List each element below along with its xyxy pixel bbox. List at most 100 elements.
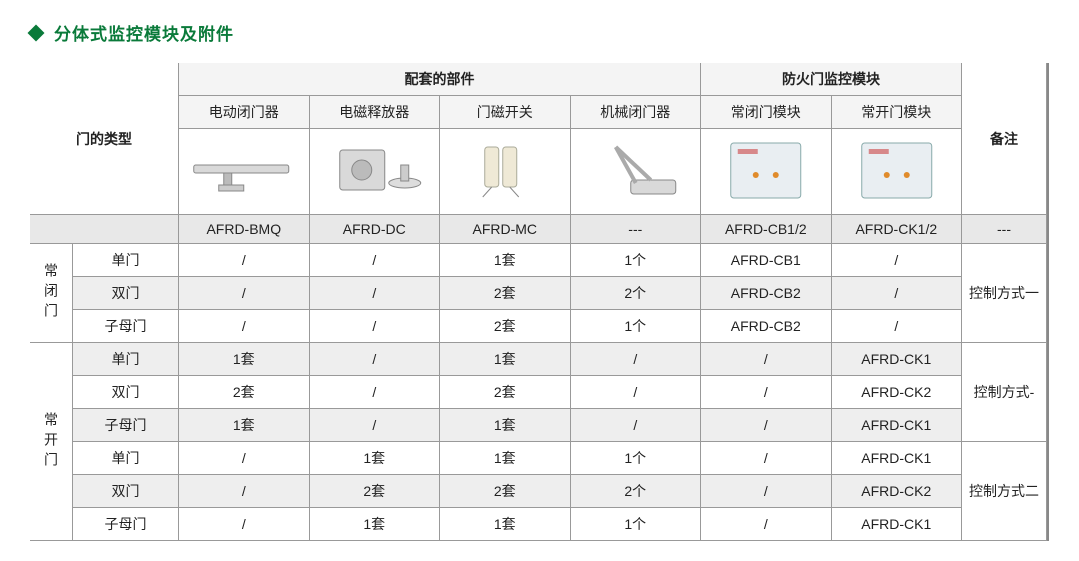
model-m4: ---	[570, 215, 701, 244]
cell: 单门	[72, 442, 178, 475]
cell: /	[179, 244, 310, 277]
table-row: 常开门 单门 1套 / 1套 / / AFRD-CK1 控制方式-	[30, 343, 1047, 376]
col-c3: 门磁开关	[440, 96, 571, 129]
cell: AFRD-CK2	[831, 475, 962, 508]
cell: 子母门	[72, 310, 178, 343]
cell: /	[831, 244, 962, 277]
cell: AFRD-CK1	[831, 343, 962, 376]
cell: 单门	[72, 244, 178, 277]
cell: 子母门	[72, 508, 178, 541]
cell: /	[570, 343, 701, 376]
model-m7: ---	[962, 215, 1047, 244]
cell: /	[179, 475, 310, 508]
cell: 1套	[440, 442, 571, 475]
cell: 1个	[570, 244, 701, 277]
cell: /	[309, 310, 440, 343]
cell: /	[831, 277, 962, 310]
table-row: 子母门 / / 2套 1个 AFRD-CB2 /	[30, 310, 1047, 343]
model-blank	[30, 215, 179, 244]
cell: 1套	[440, 409, 571, 442]
cell: 子母门	[72, 409, 178, 442]
remark-3: 控制方式二	[962, 442, 1047, 541]
group-modules-header: 防火门监控模块	[701, 63, 962, 96]
cell: AFRD-CK1	[831, 442, 962, 475]
cell: 双门	[72, 475, 178, 508]
cell: /	[701, 508, 832, 541]
cell: 2个	[570, 475, 701, 508]
cell: AFRD-CK2	[831, 376, 962, 409]
group-parts-header: 配套的部件	[179, 63, 701, 96]
cell: /	[309, 376, 440, 409]
group-closed: 常闭门	[30, 244, 72, 343]
cell: /	[309, 343, 440, 376]
cell: 单门	[72, 343, 178, 376]
col-c4: 机械闭门器	[570, 96, 701, 129]
cell: 双门	[72, 376, 178, 409]
model-m5: AFRD-CB1/2	[701, 215, 832, 244]
cell: /	[179, 442, 310, 475]
cell: 2套	[440, 277, 571, 310]
remark-header: 备注	[962, 63, 1047, 215]
cell: /	[701, 475, 832, 508]
cell: /	[179, 310, 310, 343]
cell: AFRD-CK1	[831, 508, 962, 541]
img-electric-closer	[179, 129, 310, 215]
cell: 1个	[570, 442, 701, 475]
cell: /	[831, 310, 962, 343]
cell: /	[701, 376, 832, 409]
col-c2: 电磁释放器	[309, 96, 440, 129]
door-type-header: 门的类型	[30, 63, 179, 215]
img-ck-module	[831, 129, 962, 215]
cell: 2套	[440, 475, 571, 508]
model-m6: AFRD-CK1/2	[831, 215, 962, 244]
remark-2: 控制方式-	[962, 343, 1047, 442]
cell: /	[309, 409, 440, 442]
section-title: 分体式监控模块及附件	[30, 20, 1049, 45]
col-c1: 电动闭门器	[179, 96, 310, 129]
cell: 1个	[570, 508, 701, 541]
cell: AFRD-CB2	[701, 310, 832, 343]
table-row: 子母门 1套 / 1套 / / AFRD-CK1	[30, 409, 1047, 442]
img-mechanical-closer	[570, 129, 701, 215]
cell: AFRD-CB2	[701, 277, 832, 310]
table-row: 常闭门 单门 / / 1套 1个 AFRD-CB1 / 控制方式一	[30, 244, 1047, 277]
cell: 1套	[179, 343, 310, 376]
cell: /	[701, 442, 832, 475]
cell: 1套	[440, 343, 571, 376]
cell: 1套	[440, 508, 571, 541]
cell: /	[701, 409, 832, 442]
cell: 双门	[72, 277, 178, 310]
cell: 1套	[179, 409, 310, 442]
cell: /	[570, 376, 701, 409]
spec-table: 门的类型 配套的部件 防火门监控模块 备注 电动闭门器 电磁释放器 门磁开关 机…	[30, 63, 1047, 541]
cell: /	[570, 409, 701, 442]
img-magnetic-switch	[440, 129, 571, 215]
model-m2: AFRD-DC	[309, 215, 440, 244]
cell: /	[179, 277, 310, 310]
cell: /	[309, 244, 440, 277]
table-row: 单门 / 1套 1套 1个 / AFRD-CK1 控制方式二	[30, 442, 1047, 475]
cell: AFRD-CK1	[831, 409, 962, 442]
cell: 2套	[179, 376, 310, 409]
col-c5: 常闭门模块	[701, 96, 832, 129]
diamond-icon	[28, 24, 45, 41]
cell: 1套	[440, 244, 571, 277]
cell: /	[701, 343, 832, 376]
cell: 2套	[440, 376, 571, 409]
img-em-release	[309, 129, 440, 215]
img-cb-module	[701, 129, 832, 215]
cell: AFRD-CB1	[701, 244, 832, 277]
cell: 1套	[309, 508, 440, 541]
group-open: 常开门	[30, 343, 72, 541]
remark-1: 控制方式一	[962, 244, 1047, 343]
model-m3: AFRD-MC	[440, 215, 571, 244]
model-m1: AFRD-BMQ	[179, 215, 310, 244]
table-row: 双门 / / 2套 2个 AFRD-CB2 /	[30, 277, 1047, 310]
title-text: 分体式监控模块及附件	[54, 20, 234, 45]
cell: 2套	[309, 475, 440, 508]
table-row: 双门 / 2套 2套 2个 / AFRD-CK2	[30, 475, 1047, 508]
cell: 2个	[570, 277, 701, 310]
table-row: 双门 2套 / 2套 / / AFRD-CK2	[30, 376, 1047, 409]
cell: 1套	[309, 442, 440, 475]
cell: /	[179, 508, 310, 541]
